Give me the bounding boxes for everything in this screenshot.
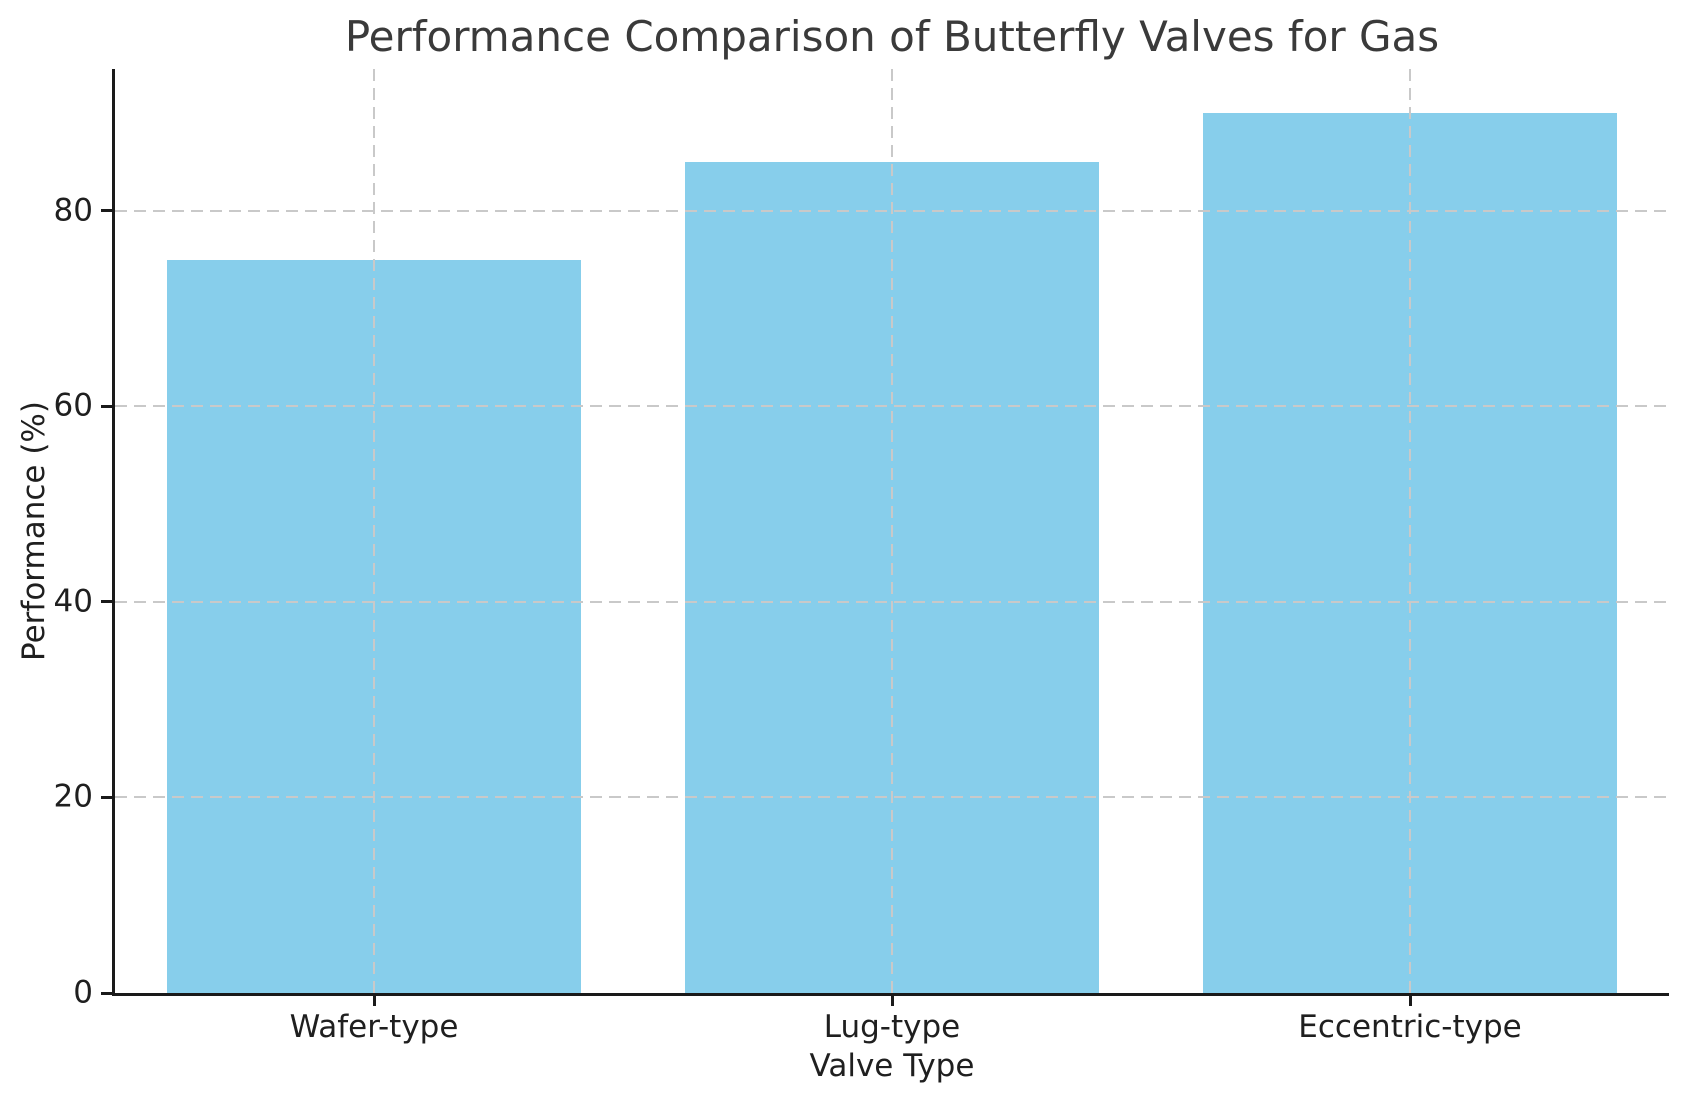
y-tick-mark-0 bbox=[101, 991, 115, 995]
x-tick-label-lug-type: Lug-type bbox=[823, 1009, 961, 1045]
y-axis-label: Performance (%) bbox=[16, 401, 52, 661]
x-tick-mark-wafer-type bbox=[372, 993, 376, 1006]
chart-title: Performance Comparison of Butterfly Valv… bbox=[344, 12, 1440, 61]
x-tick-mark-eccentric-type bbox=[1408, 993, 1412, 1006]
y-tick-mark-40 bbox=[101, 600, 115, 604]
y-tick-label-20: 20 bbox=[53, 778, 93, 815]
y-tick-mark-20 bbox=[101, 795, 115, 799]
x-gridline-wafer-type bbox=[373, 69, 375, 993]
x-tick-label-eccentric-type: Eccentric-type bbox=[1298, 1009, 1522, 1045]
y-tick-label-40: 40 bbox=[53, 583, 93, 620]
y-tick-mark-80 bbox=[101, 209, 115, 213]
y-axis-spine bbox=[112, 69, 115, 996]
y-tick-label-0: 0 bbox=[73, 974, 93, 1011]
x-gridline-lug-type bbox=[891, 69, 893, 993]
x-axis-label: Valve Type bbox=[809, 1048, 975, 1084]
x-gridline-eccentric-type bbox=[1409, 69, 1411, 993]
x-tick-label-wafer-type: Wafer-type bbox=[289, 1009, 459, 1045]
y-tick-label-80: 80 bbox=[53, 192, 93, 229]
y-tick-mark-60 bbox=[101, 404, 115, 408]
x-tick-mark-lug-type bbox=[890, 993, 894, 1006]
plot-area: 0 20 40 60 80 Wafer-type Lug-type Eccentric-typ… bbox=[54, 69, 1669, 1045]
y-tick-label-60: 60 bbox=[53, 387, 93, 424]
